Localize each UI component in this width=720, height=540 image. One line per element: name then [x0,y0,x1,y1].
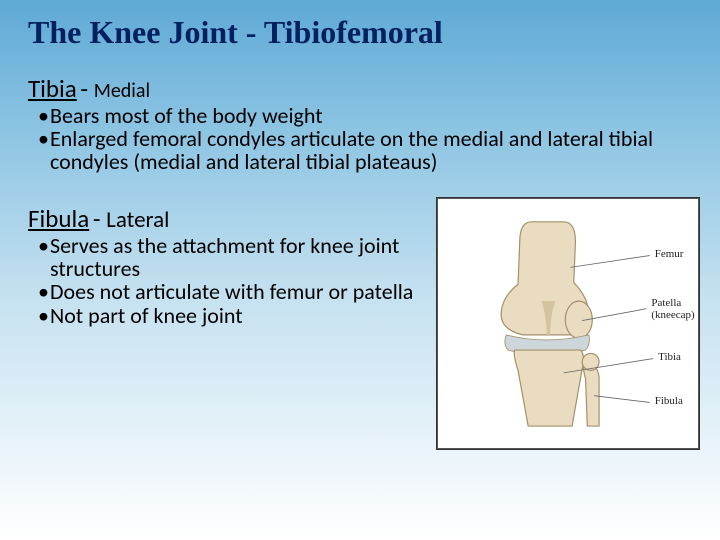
tibia-bullets: Bears most of the body weight Enlarged f… [38,104,700,173]
knee-diagram: Femur Patella(kneecap) Tibia Fibula [436,197,700,450]
list-item: Enlarged femoral condyles articulate on … [38,127,700,173]
list-item: Not part of knee joint [38,304,424,327]
tibia-section: Tibia - Medial Bears most of the body we… [28,73,700,173]
fibula-bone [584,362,600,426]
fibula-bullets: Serves as the attachment for knee joint … [38,234,424,326]
figure-label-patella: Patella(kneecap) [652,297,696,321]
fibula-position: Lateral [106,206,169,234]
tibia-heading: Tibia - Medial [28,73,700,104]
fibula-heading: Fibula - Lateral [28,203,424,234]
fibula-section: Fibula - Lateral Serves as the attachmen… [28,197,424,326]
leader-line-fibula [594,396,650,403]
leader-line-femur [571,256,650,268]
fibula-sep: - [93,203,106,234]
fibula-row: Fibula - Lateral Serves as the attachmen… [28,197,700,450]
list-item: Does not articulate with femur or patell… [38,280,424,303]
tibia-name: Tibia [28,73,77,104]
slide-title: The Knee Joint - Tibiofemoral [28,14,700,51]
tibia-position: Medial [94,79,150,103]
fibula-name: Fibula [28,203,89,234]
figure-label-tibia: Tibia [658,352,681,364]
tibia-sep: - [80,73,93,104]
figure-label-femur: Femur [655,249,684,261]
list-item: Serves as the attachment for knee joint … [38,234,424,280]
list-item: Bears most of the body weight [38,104,700,127]
figure-label-fibula: Fibula [655,395,683,407]
knee-diagram-svg: Femur Patella(kneecap) Tibia Fibula [437,198,699,449]
tibia-bone [515,350,584,426]
